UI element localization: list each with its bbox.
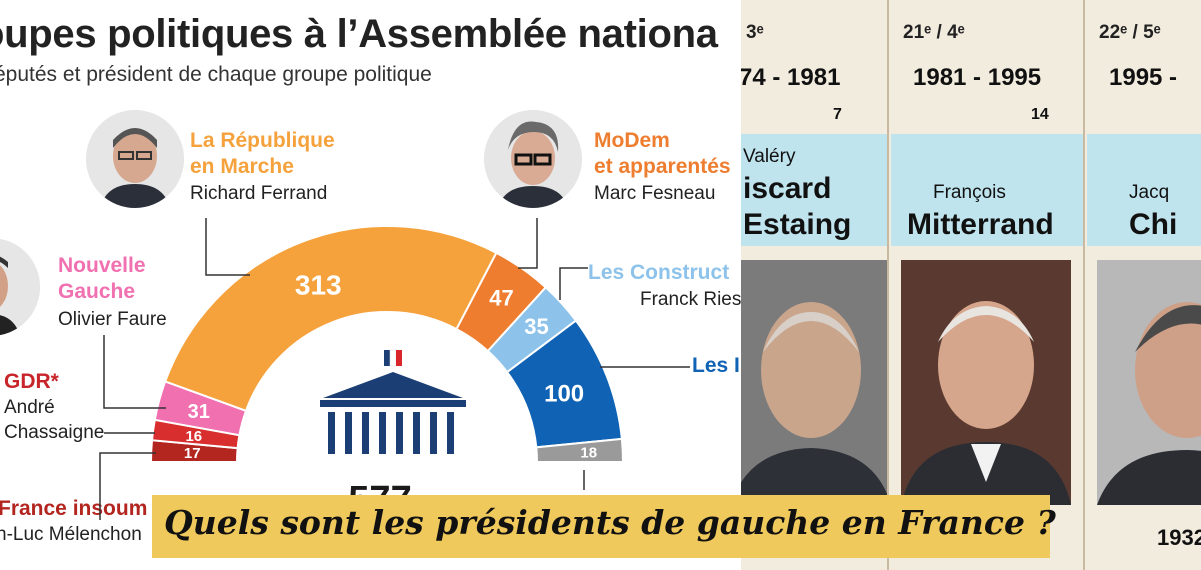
table-column: 21ᵉ / 4ᵉ 1981 - 1995 14 François Mitterr… (887, 0, 1085, 570)
first-name: Valéry (743, 146, 796, 167)
president-fi: n-Luc Mélenchon (0, 524, 142, 545)
president-constructifs: Franck Ries (640, 289, 742, 310)
name-box (891, 134, 1083, 246)
president-modem: Marc Fesneau (594, 183, 716, 204)
last-name: iscard (743, 172, 832, 205)
president-gdr: André Chassaigne (4, 397, 105, 443)
infographic-subtitle: éputés et président de chaque groupe pol… (0, 63, 432, 86)
term-label: 3ᵉ (746, 22, 764, 43)
seat-count-label: 31 (188, 401, 210, 423)
years-label: 1995 - (1109, 64, 1178, 91)
group-label-lrem: La République en Marche (190, 129, 335, 178)
infographic-title: oupes politiques à l’Assemblée nationa (0, 12, 718, 56)
hemicycle-segment (163, 225, 498, 413)
leader-lines (99, 218, 690, 520)
years-label: 1981 - 1995 (913, 64, 1042, 91)
group-label-constructifs: Les Construct (588, 261, 730, 284)
name-box (1087, 134, 1201, 246)
group-label-fi: France insoum (0, 497, 148, 520)
seat-count-label: 47 (489, 286, 513, 311)
seat-count-label: 17 (184, 445, 201, 462)
president-nouvelle-gauche: Olivier Faure (58, 309, 167, 330)
group-label-modem: MoDem et apparentés (594, 129, 731, 178)
portrait-mitterrand (901, 260, 1071, 505)
last-name: Mitterrand (907, 208, 1054, 241)
table-column: 22ᵉ / 5ᵉ 1995 - Jacq Chi 1932 (1083, 0, 1201, 570)
portrait-giscard (741, 260, 887, 505)
seat-count-label: 16 (185, 428, 202, 445)
group-label-lr: Les I (692, 354, 740, 377)
photo-richard-ferrand (86, 110, 184, 208)
term-label: 21ᵉ / 4ᵉ (903, 22, 965, 43)
photo-marc-fesneau (484, 110, 582, 208)
question-text: Quels sont les présidents de gauche en F… (164, 503, 1056, 542)
portrait-chirac (1097, 260, 1201, 505)
years-count: 7 (833, 106, 842, 123)
seat-count-label: 100 (544, 381, 584, 408)
birth-year: 1932 (1157, 525, 1201, 550)
last-name-line2: Estaing (743, 208, 852, 241)
first-name: François (933, 182, 1006, 203)
group-label-gdr: GDR* (4, 370, 59, 393)
group-label-nouvelle-gauche: Nouvelle Gauche (58, 254, 146, 303)
president-lrem: Richard Ferrand (190, 183, 328, 204)
years-label: 74 - 1981 (741, 64, 841, 91)
name-box (741, 134, 887, 246)
years-count: 14 (1031, 106, 1049, 123)
seat-count-label: 35 (524, 314, 548, 339)
seat-count-label: 313 (295, 270, 342, 301)
last-name: Chi (1129, 208, 1178, 241)
table-column: 3ᵉ 74 - 1981 7 Valéry iscard Estaing (741, 0, 889, 570)
assembly-building-icon (320, 349, 466, 454)
presidents-table: 3ᵉ 74 - 1981 7 Valéry iscard Estaing 21ᵉ… (741, 0, 1201, 570)
question-banner: Quels sont les présidents de gauche en F… (152, 495, 1056, 558)
seat-count-label: 18 (580, 444, 597, 461)
first-name: Jacq (1129, 182, 1170, 203)
hemicycle-segment (535, 437, 625, 463)
assembly-infographic: oupes politiques à l’Assemblée nationa é… (0, 12, 742, 545)
term-label: 22ᵉ / 5ᵉ (1099, 22, 1161, 43)
